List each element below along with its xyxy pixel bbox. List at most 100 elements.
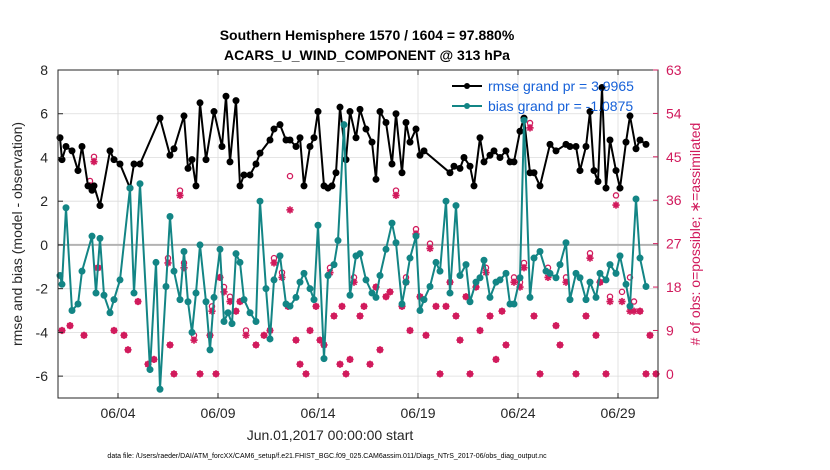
rmse-point	[106, 147, 114, 155]
asterisk-stroke	[406, 327, 414, 334]
bias-point	[496, 276, 504, 284]
rmse-point	[276, 121, 284, 129]
right-tick-label: 36	[666, 192, 682, 208]
bias-point	[106, 309, 114, 317]
y-tick-label: -2	[36, 281, 49, 297]
asterisk-stroke	[360, 303, 368, 310]
obs-assimilated-marker	[260, 331, 268, 339]
bias-point	[192, 289, 200, 297]
bias-point	[136, 180, 144, 188]
bias-point	[530, 254, 538, 262]
asterisk-stroke	[556, 341, 564, 349]
rmse-point	[356, 105, 364, 113]
rmse-point	[110, 156, 118, 164]
asterisk-stroke	[242, 332, 250, 339]
asterisk-stroke	[642, 370, 650, 378]
obs-assimilated-marker	[436, 370, 444, 378]
obs-assimilated-marker	[572, 370, 580, 378]
bias-point	[592, 293, 600, 301]
obs-assimilated-marker	[462, 293, 470, 301]
bias-point	[456, 272, 464, 280]
bias-point	[184, 298, 192, 306]
rmse-point	[246, 171, 254, 179]
rmse-point	[388, 160, 396, 168]
rmse-point	[332, 169, 340, 177]
rmse-point	[218, 143, 226, 151]
asterisk-stroke	[492, 356, 500, 363]
asterisk-stroke	[386, 288, 394, 296]
asterisk-stroke	[260, 332, 268, 339]
obs-assimilated-marker	[296, 360, 304, 368]
legend-swatch-marker	[464, 83, 470, 89]
asterisk-stroke	[312, 303, 320, 310]
rmse-point	[116, 160, 124, 168]
obs-possible-marker	[612, 192, 620, 199]
asterisk-stroke	[124, 346, 132, 353]
rmse-point	[606, 136, 614, 144]
right-tick-label: 63	[666, 62, 682, 78]
bias-point	[266, 335, 274, 343]
rmse-point	[476, 134, 484, 142]
bias-point	[216, 245, 224, 253]
rmse-point	[516, 127, 524, 135]
bias-point	[536, 247, 544, 255]
rmse-point	[62, 143, 70, 151]
obs-possible-marker	[630, 298, 638, 305]
bias-point	[502, 269, 510, 277]
rmse-point	[586, 108, 594, 116]
asterisk-stroke	[432, 303, 440, 310]
bias-point	[58, 280, 66, 288]
obs-assimilated-marker	[426, 244, 434, 253]
asterisk-stroke	[120, 332, 128, 339]
rmse-point	[232, 97, 240, 105]
bias-point	[162, 282, 170, 290]
bias-point	[432, 258, 440, 266]
bias-point	[116, 276, 124, 284]
asterisk-stroke	[336, 361, 344, 368]
bias-point	[188, 328, 196, 336]
rmse-point	[68, 147, 76, 155]
rmse-point	[456, 164, 464, 172]
obs-assimilated-marker	[582, 312, 590, 320]
right-tick-label: 18	[666, 279, 682, 295]
obs-assimilated-marker	[292, 336, 300, 344]
asterisk-stroke	[296, 361, 304, 368]
obs-assimilated-marker	[552, 322, 560, 330]
bias-point	[486, 293, 494, 301]
obs-assimilated-marker	[306, 326, 314, 335]
asterisk-stroke	[80, 332, 88, 339]
bias-point	[340, 121, 348, 129]
rmse-point	[510, 158, 518, 166]
rmse-point	[184, 164, 192, 172]
obs-assimilated-marker	[630, 307, 638, 315]
obs-assimilated-marker	[422, 331, 430, 339]
asterisk-stroke	[572, 370, 580, 378]
bias-point	[346, 291, 354, 299]
bias-point	[596, 269, 604, 277]
rmse-point	[180, 112, 188, 120]
bias-point	[210, 293, 218, 301]
rmse-point	[576, 167, 584, 175]
bias-point	[612, 269, 620, 277]
bias-point	[586, 278, 594, 286]
rmse-point	[486, 151, 494, 159]
bias-point	[252, 317, 260, 325]
right-tick-label: 9	[666, 322, 674, 338]
bias-point	[382, 245, 390, 253]
bias-point	[286, 302, 294, 310]
rmse-point	[74, 167, 82, 175]
bias-point	[92, 289, 100, 297]
asterisk-stroke	[586, 254, 594, 262]
asterisk-stroke	[232, 307, 240, 315]
obs-assimilated-marker	[618, 297, 626, 306]
rmse-point	[252, 160, 260, 168]
right-tick-label: 54	[666, 105, 682, 121]
obs-assimilated-marker	[592, 331, 600, 339]
obs-possible-marker	[286, 172, 294, 180]
rmse-point	[226, 158, 234, 166]
rmse-point	[58, 156, 66, 164]
obs-assimilated-marker	[520, 264, 528, 272]
bias-point	[526, 293, 534, 301]
asterisk-stroke	[270, 259, 278, 267]
bias-point	[472, 278, 480, 286]
